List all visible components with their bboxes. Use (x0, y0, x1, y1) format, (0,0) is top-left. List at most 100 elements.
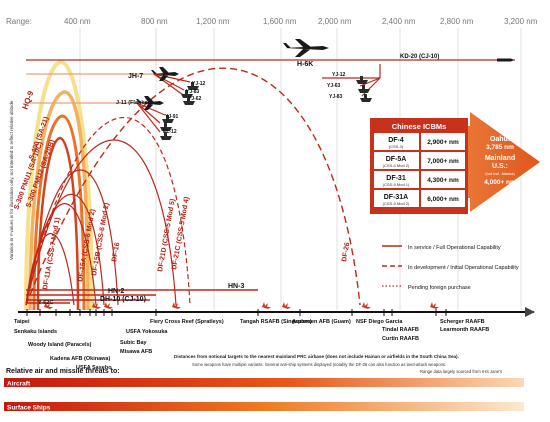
target-curtin: Curtin RAAFB (382, 336, 419, 342)
icbm-name: DF-31A (384, 194, 409, 201)
label-hq9: HQ-9 (20, 89, 35, 111)
label-kd20: KD-20 (CJ-10) (400, 54, 439, 60)
icbm-row-1: DF-4 (CSS-3) 2,900+ nm (374, 133, 465, 150)
icbm-range: 7,000+ nm (427, 158, 459, 165)
footer-notes: Distances from notional targets to the n… (174, 354, 502, 374)
legend-in-service: In service / Full Operational Capability (408, 245, 501, 251)
targets-below: Senkaku Islands Woody Island (Paracels) … (14, 327, 489, 371)
threats-title: Relative air and missile threats to: (6, 368, 120, 375)
icbm-arrow-text: Oahu: 3,785 nm Mainland U.S.: (not incl.… (484, 136, 516, 186)
impact-markers (44, 302, 439, 309)
icbm-variant: (CSS-9 Mod 2) (383, 201, 410, 206)
arrow-us-note: (not incl. Alaska) (485, 171, 515, 176)
aircraft-labels: JH-7 J-11 (Flanker) H-6K KD-20 (CJ-10) Y… (116, 54, 439, 135)
label-df16: DF-16 (111, 242, 121, 262)
range-axis-label: Range: (6, 17, 32, 26)
icbm-variant: (CSS-4 Mod 2) (383, 163, 410, 168)
range-tick-1200: 1,200 nm (196, 17, 230, 26)
target-yokosuka: USFA Yokosuka (126, 329, 168, 335)
label-yj83-a: YJ-83 (186, 89, 200, 95)
arrow-oahu-label: Oahu: (490, 136, 510, 143)
legend-pending: Pending foreign purchase (408, 285, 471, 291)
impact-icon-okinawa (92, 302, 101, 309)
label-hn3: HN-3 (228, 283, 244, 290)
threat-bar-aircraft (4, 378, 524, 387)
target-fiery-cross: Fiery Cross Reef (Spratleys) (150, 319, 224, 325)
range-tick-1600: 1,600 nm (263, 17, 297, 26)
threat-bar-surface-ships-label: Surface Ships (7, 405, 51, 412)
icbm-table-title: Chinese ICBMs (392, 122, 447, 131)
icbm-row-3: DF-31 (CSS-9 Mod 1) 4,300+ nm (374, 171, 465, 188)
target-diego-garcia: NSF Diego Garcia (356, 319, 403, 325)
kd20-missile-icon (497, 58, 514, 62)
label-j11: J-11 (Flanker) (116, 100, 152, 106)
range-tick-800: 800 nm (141, 17, 168, 26)
icbm-row-2: DF-5A (CSS-4 Mod 2) 7,000+ nm (374, 152, 465, 169)
threat-bar-aircraft-label: Aircraft (7, 381, 31, 388)
ship-icon-9 (360, 94, 372, 102)
label-yj91: YJ-91 (165, 114, 179, 120)
impact-icon-yokosuka (104, 302, 113, 309)
range-tick-2400: 2,400 nm (382, 17, 416, 26)
icbm-name: DF-4 (388, 137, 404, 144)
footer-note-2: Some weapons have multiple variants. Sev… (192, 362, 446, 367)
footer-note-3: Range data largely sourced from IHS Jane… (420, 369, 502, 374)
arrow-us-label: U.S.: (492, 163, 508, 170)
target-learmonth: Learmonth RAAFB (440, 327, 489, 333)
sam-arcs (24, 60, 94, 311)
jh7-jet-icon (151, 67, 179, 81)
icbm-row-4: DF-31A (CSS-9 Mod 2) 6,000+ nm (374, 190, 465, 207)
legend: In service / Full Operational Capability… (382, 245, 519, 291)
label-df26: DF-26 (341, 242, 351, 262)
target-tangah: Tangah RSAFB (Singapore) (240, 319, 312, 325)
legend-in-development: In development / Initial Operational Cap… (408, 265, 519, 271)
impact-icon-singapore (262, 302, 271, 309)
low-level-lines (26, 289, 258, 304)
arrow-mainland-label: Mainland (485, 155, 515, 162)
footer-note-1: Distances from notional targets to the n… (174, 354, 459, 359)
target-senkaku: Senkaku Islands (14, 329, 57, 335)
target-sasebo: USFA Sasebo (76, 365, 112, 371)
range-axis: Range: 400 nm 800 nm 1,200 nm 1,600 nm 2… (6, 17, 538, 310)
ship-icons (160, 76, 372, 140)
target-woody-island: Woody Island (Paracels) (28, 342, 92, 348)
target-subic-bay: Subic Bay (120, 340, 148, 346)
targets-above: Taipei Fiery Cross Reef (Spratleys) Tang… (14, 319, 485, 325)
icbm-range: 6,000+ nm (427, 196, 459, 203)
icbm-table: Chinese ICBMs DF-4 (CSS-3) 2,900+ nm DF-… (370, 112, 540, 214)
arrow-us-range: 4,000+ nm (484, 179, 516, 186)
impact-icon-scherger (430, 302, 439, 309)
sam-labels: HQ-9 S-400 (SA-21) S-300 PMU1 (SA-10C) S… (13, 89, 56, 211)
j11-jet-icon (136, 96, 164, 110)
icbm-variant: (CSS-9 Mod 1) (383, 182, 410, 187)
label-h6k: H-6K (297, 61, 313, 68)
ship-icon-2 (181, 90, 193, 98)
label-pl12: PL-12 (163, 129, 177, 135)
icbm-name: DF-5A (386, 156, 407, 163)
impact-icon-guam (282, 302, 291, 309)
label-jh7: JH-7 (128, 73, 143, 80)
ship-icon-4 (162, 115, 174, 123)
arrow-oahu-range: 3,785 nm (486, 144, 514, 151)
range-tick-2800: 2,800 nm (440, 17, 474, 26)
icbm-range: 4,300+ nm (427, 177, 459, 184)
impact-icon-taipei (44, 302, 53, 309)
impact-icon-diego-garcia (362, 302, 371, 309)
target-tindal: Tindal RAAFB (382, 327, 419, 333)
threat-bars: Aircraft Surface Ships (4, 378, 524, 412)
ship-icon-1 (187, 82, 199, 90)
target-andersen: Andersen AFB (Guam) (292, 319, 351, 325)
label-yj12-a: YJ-12 (192, 81, 206, 87)
label-yj83-b: YJ-83 (329, 94, 343, 100)
label-dh10: DH-10 (CJ-10) (100, 296, 146, 303)
side-note: Variation in Y-values is for illustratio… (9, 100, 14, 260)
ship-icon-8 (358, 85, 370, 93)
range-tick-3200: 3,200 nm (504, 17, 538, 26)
impact-icon-spratleys (172, 302, 181, 309)
ship-icon-5 (160, 123, 172, 131)
icbm-range: 2,900+ nm (427, 139, 459, 146)
ship-icon-3 (183, 97, 195, 105)
aircraft-icons (136, 39, 514, 110)
ballistic-arcs (25, 67, 361, 306)
